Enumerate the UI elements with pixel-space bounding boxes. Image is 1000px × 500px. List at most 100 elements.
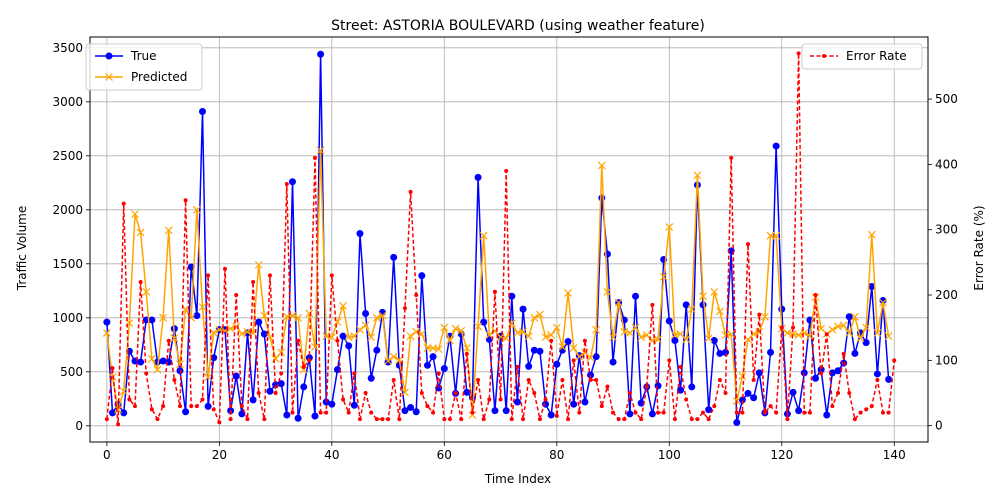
data-point	[654, 335, 662, 344]
data-point	[187, 263, 195, 271]
data-point	[715, 307, 724, 316]
data-point	[852, 417, 857, 422]
data-point	[755, 369, 763, 377]
data-point	[570, 400, 578, 408]
data-point	[605, 384, 610, 389]
data-point	[429, 353, 437, 361]
data-point	[161, 404, 166, 409]
data-point	[206, 273, 211, 278]
data-point	[554, 413, 559, 418]
y-right-tick-label: 200	[935, 288, 958, 302]
data-point	[755, 327, 764, 336]
data-point	[341, 397, 346, 402]
data-point	[418, 272, 426, 280]
data-point	[284, 181, 289, 186]
data-point	[729, 155, 734, 160]
data-point	[266, 387, 274, 395]
data-point	[734, 410, 739, 415]
data-point	[234, 293, 239, 298]
data-point	[440, 365, 448, 373]
data-point	[812, 374, 820, 382]
data-point	[644, 384, 649, 389]
data-point	[789, 388, 797, 396]
chart-title: Street: ASTORIA BOULEVARD (using weather…	[331, 18, 705, 34]
data-point	[699, 301, 707, 309]
data-point	[110, 366, 115, 371]
data-point	[468, 411, 477, 419]
data-point	[131, 210, 139, 219]
data-point	[609, 358, 617, 366]
data-point	[823, 411, 831, 419]
data-point	[701, 410, 706, 415]
data-point	[153, 365, 162, 374]
data-point	[417, 330, 426, 338]
data-point	[868, 282, 876, 290]
y-right-tick-label: 0	[935, 419, 943, 433]
data-point	[762, 410, 767, 415]
data-point	[419, 391, 424, 396]
data-point	[847, 391, 852, 396]
data-point	[525, 362, 533, 370]
data-point	[137, 358, 145, 366]
data-point	[828, 325, 837, 334]
data-point	[536, 310, 544, 319]
data-point	[779, 325, 784, 330]
series-true	[103, 50, 893, 427]
data-point	[470, 410, 475, 415]
data-point	[867, 230, 876, 239]
data-point	[796, 51, 801, 56]
data-point	[560, 377, 565, 382]
data-point	[316, 146, 325, 155]
data-point	[611, 410, 616, 415]
data-point	[766, 231, 775, 240]
x-axis: 0 20 40 60 80 100 120 140	[103, 442, 906, 462]
data-point	[103, 318, 111, 326]
data-point	[447, 417, 452, 422]
data-point	[813, 293, 818, 298]
data-point	[256, 391, 261, 396]
y-axis-right-label: Error Rate (%)	[972, 205, 986, 290]
data-point	[114, 405, 123, 414]
data-point	[453, 391, 458, 396]
data-point	[372, 313, 381, 322]
data-point	[802, 410, 807, 415]
data-point	[324, 410, 329, 415]
data-point	[614, 298, 623, 307]
data-point	[760, 312, 769, 321]
data-point	[738, 396, 746, 404]
data-point	[509, 417, 514, 422]
data-point	[785, 417, 790, 422]
data-point	[622, 417, 627, 422]
data-point	[648, 410, 656, 418]
data-point	[672, 417, 677, 422]
data-point	[552, 323, 561, 332]
data-point	[794, 331, 803, 340]
data-point	[397, 417, 402, 422]
series-true-line	[106, 53, 890, 424]
data-point	[217, 420, 222, 425]
legend-right-box	[801, 43, 923, 70]
data-point	[705, 406, 713, 414]
data-point	[193, 312, 201, 320]
data-point	[542, 400, 550, 408]
y-left-tick-label: 2500	[52, 149, 83, 163]
data-point	[333, 366, 341, 374]
data-point	[504, 168, 509, 173]
data-point	[586, 353, 595, 362]
data-point	[121, 201, 126, 206]
data-point	[361, 321, 370, 330]
data-point	[571, 358, 576, 363]
data-point	[305, 309, 314, 318]
data-point	[740, 410, 745, 415]
data-point	[108, 409, 116, 417]
data-point	[164, 226, 173, 235]
data-point	[127, 397, 132, 402]
data-point	[412, 408, 420, 416]
data-point	[778, 305, 786, 313]
x-tick-label: 20	[212, 448, 227, 462]
data-point	[824, 332, 829, 337]
y-left-tick-label: 3500	[52, 41, 83, 55]
data-point	[678, 364, 683, 369]
data-point	[350, 332, 359, 341]
data-point	[228, 417, 233, 422]
